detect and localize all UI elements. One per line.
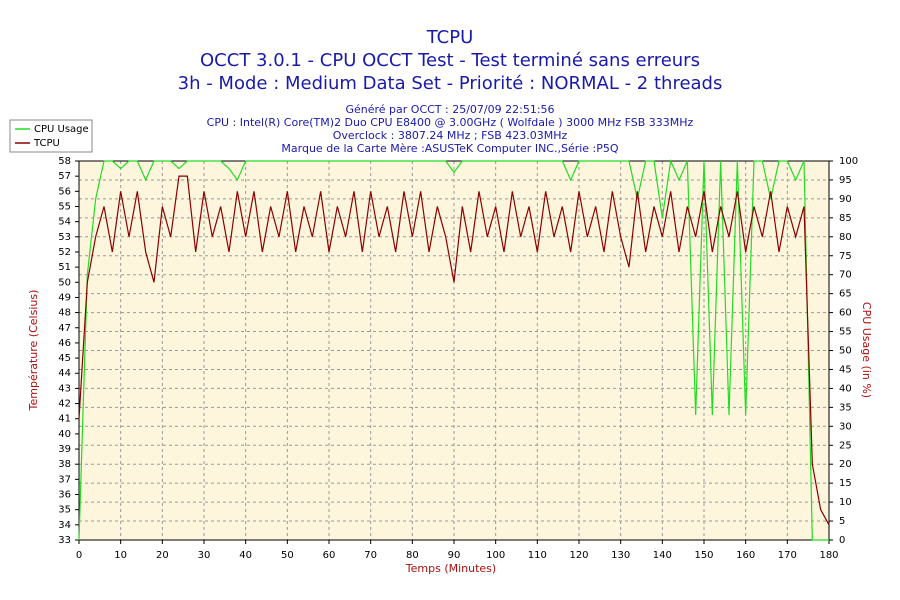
y-tick-label: 46 <box>58 338 71 349</box>
chart-title: TCPU <box>426 27 474 48</box>
legend <box>9 119 93 153</box>
x-tick-label: 100 <box>486 550 505 561</box>
info-line: Marque de la Carte Mère :ASUSTeK Compute… <box>281 142 618 155</box>
y-axis-label: Température (Celsius) <box>27 290 40 412</box>
y-tick-label: 58 <box>58 156 71 167</box>
chart-subtitle: 3h - Mode : Medium Data Set - Priorité :… <box>178 73 723 94</box>
x-tick-label: 50 <box>281 550 294 561</box>
x-tick-label: 160 <box>736 550 755 561</box>
y-tick-label: 36 <box>58 490 71 501</box>
legend-label: CPU Usage <box>34 124 89 135</box>
y-tick-label: 48 <box>58 308 71 319</box>
series-line <box>78 175 830 526</box>
info-line: Overclock : 3807.24 MHz ; FSB 423.03MHz <box>333 129 568 142</box>
y2-tick-label: 70 <box>839 270 852 281</box>
x-axis-label: Temps (Minutes) <box>405 562 496 575</box>
plot-border <box>78 160 830 541</box>
y2-tick-label: 55 <box>839 327 852 338</box>
y2-tick-label: 95 <box>839 175 852 186</box>
x-tick-label: 70 <box>364 550 377 561</box>
x-tick-label: 180 <box>819 550 838 561</box>
y-tick-label: 34 <box>58 520 71 531</box>
y-tick-label: 51 <box>58 262 71 273</box>
y2-tick-label: 75 <box>839 251 852 262</box>
y-tick-label: 35 <box>58 505 71 516</box>
y2-tick-label: 60 <box>839 308 852 319</box>
y2-tick-label: 5 <box>839 516 845 527</box>
y-tick-label: 42 <box>58 399 71 410</box>
x-tick-label: 170 <box>778 550 797 561</box>
y2-tick-label: 30 <box>839 421 852 432</box>
y-tick-label: 39 <box>58 444 71 455</box>
y-tick-label: 43 <box>58 383 71 394</box>
y2-tick-label: 85 <box>839 213 852 224</box>
y2-tick-label: 65 <box>839 289 852 300</box>
x-tick-label: 40 <box>239 550 252 561</box>
y2-tick-label: 35 <box>839 402 852 413</box>
x-tick-label: 30 <box>198 550 211 561</box>
y-tick-label: 44 <box>58 368 71 379</box>
y2-tick-label: 50 <box>839 346 852 357</box>
x-tick-label: 130 <box>611 550 630 561</box>
y-tick-label: 53 <box>58 232 71 243</box>
y-tick-label: 37 <box>58 474 71 485</box>
y2-axis-label: CPU Usage (in %) <box>860 302 873 398</box>
x-tick-label: 80 <box>406 550 419 561</box>
y-tick-label: 57 <box>58 171 71 182</box>
y-tick-label: 41 <box>58 414 71 425</box>
info-line: CPU : Intel(R) Core(TM)2 Duo CPU E8400 @… <box>207 116 694 129</box>
y-tick-label: 47 <box>58 323 71 334</box>
x-tick-label: 120 <box>569 550 588 561</box>
x-tick-label: 20 <box>156 550 169 561</box>
chart-subtitle: OCCT 3.0.1 - CPU OCCT Test - Test termin… <box>200 50 700 71</box>
y-tick-label: 50 <box>58 277 71 288</box>
y-tick-label: 33 <box>58 535 71 546</box>
x-tick-label: 110 <box>528 550 547 561</box>
x-tick-label: 10 <box>114 550 127 561</box>
legend-label: TCPU <box>33 138 60 149</box>
y-tick-label: 52 <box>58 247 71 258</box>
y2-tick-label: 45 <box>839 364 852 375</box>
y-tick-label: 45 <box>58 353 71 364</box>
y2-tick-label: 90 <box>839 194 852 205</box>
x-tick-label: 60 <box>323 550 336 561</box>
y2-tick-label: 15 <box>839 478 852 489</box>
y2-tick-label: 25 <box>839 440 852 451</box>
y-tick-label: 55 <box>58 201 71 212</box>
x-tick-label: 90 <box>448 550 461 561</box>
y2-tick-label: 100 <box>839 156 858 167</box>
info-line: Généré par OCCT : 25/07/09 22:51:56 <box>345 103 554 116</box>
y2-tick-label: 10 <box>839 497 852 508</box>
y-tick-label: 40 <box>58 429 71 440</box>
y2-tick-label: 0 <box>839 535 845 546</box>
y-tick-label: 38 <box>58 459 71 470</box>
y2-tick-label: 40 <box>839 383 852 394</box>
y-tick-label: 54 <box>58 217 71 228</box>
y-tick-label: 49 <box>58 292 71 303</box>
series-line <box>78 158 829 541</box>
x-tick-label: 150 <box>694 550 713 561</box>
x-tick-label: 140 <box>653 550 672 561</box>
y2-tick-label: 20 <box>839 459 852 470</box>
y2-tick-label: 80 <box>839 232 852 243</box>
y-tick-label: 56 <box>58 186 71 197</box>
x-tick-label: 0 <box>76 550 82 561</box>
